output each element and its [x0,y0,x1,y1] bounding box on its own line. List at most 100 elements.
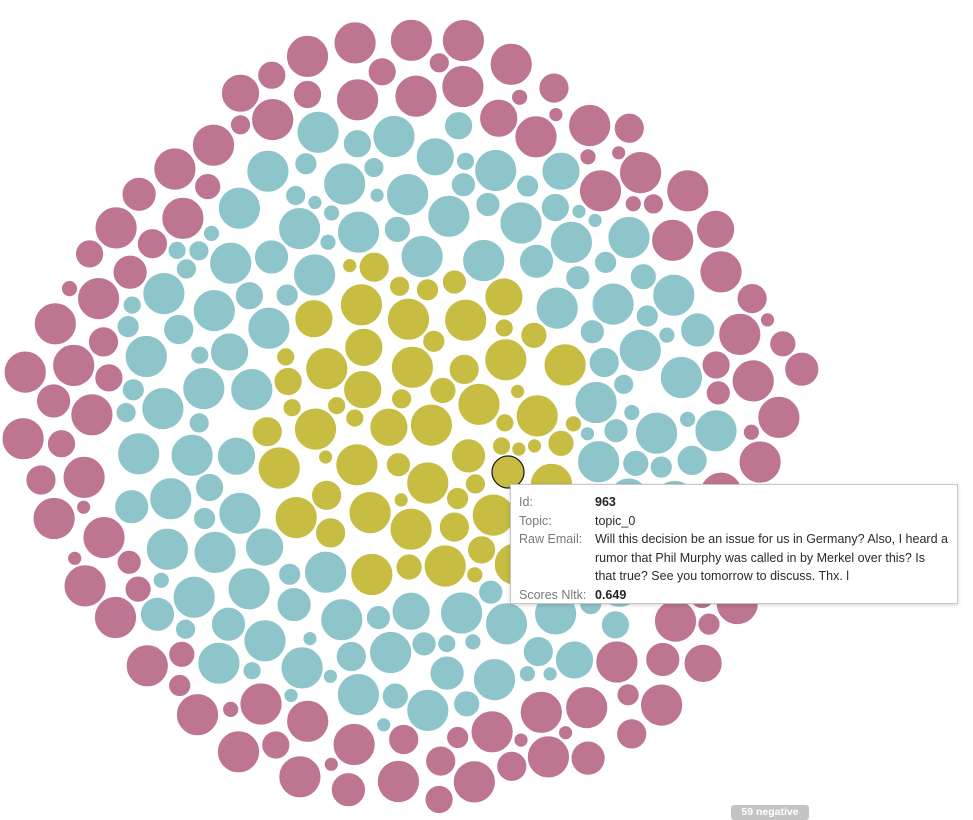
bubble-center-7[interactable] [389,507,433,551]
bubble-middle-102[interactable] [652,273,696,317]
bubble-outer-206[interactable] [94,363,124,393]
bubble-center-218[interactable] [547,429,575,457]
bubble-middle-324[interactable] [587,212,603,228]
bubble-center-149[interactable] [484,277,524,317]
bubble-outer-61[interactable] [70,393,114,437]
bubble-center-285[interactable] [565,415,582,433]
bubble-middle-127[interactable] [462,239,506,282]
bubble-outer-229[interactable] [705,380,731,406]
bubble-middle-315[interactable] [322,668,338,684]
bubble-middle-194[interactable] [601,610,630,640]
bubble-center-304[interactable] [318,449,334,465]
bubble-middle-95[interactable] [209,241,253,285]
bubble-middle-227[interactable] [365,605,391,630]
bubble-outer-138[interactable] [683,644,723,683]
bubble-outer-251[interactable] [697,612,721,636]
bubble-outer-291[interactable] [511,88,528,106]
bubble-middle-54[interactable] [304,550,348,594]
bubble-outer-259[interactable] [643,193,664,215]
bubble-middle-326[interactable] [283,688,299,703]
bubble-middle-256[interactable] [175,618,197,640]
bubble-center-181[interactable] [358,251,390,283]
bubble-outer-14[interactable] [332,723,376,766]
bubble-middle-148[interactable] [541,151,581,191]
bubble-center-94[interactable] [348,491,392,534]
bubble-outer-322[interactable] [558,725,573,741]
bubble-middle-32[interactable] [246,149,290,193]
bubble-middle-55[interactable] [218,491,262,535]
bubble-middle-252[interactable] [294,152,318,176]
bubble-middle-284[interactable] [323,204,341,222]
bubble-center-141[interactable] [344,327,384,367]
bubble-center-245[interactable] [422,329,446,353]
bubble-middle-130[interactable] [182,367,226,410]
bubble-outer-119[interactable] [278,755,322,799]
bubble-outer-0[interactable] [757,395,801,439]
bubble-middle-42[interactable] [124,335,168,378]
bubble-outer-153[interactable] [330,772,366,808]
bubble-middle-187[interactable] [335,641,367,672]
bubble-center-269[interactable] [345,408,365,428]
bubble-middle-160[interactable] [114,489,150,525]
bubble-outer-189[interactable] [496,750,528,782]
bubble-outer-88[interactable] [738,440,782,484]
bubble-middle-38[interactable] [694,409,738,453]
bubble-center-113[interactable] [423,544,467,588]
bubble-center-328[interactable] [511,441,527,457]
bubble-middle-125[interactable] [660,356,703,399]
bubble-middle-282[interactable] [167,240,187,260]
bubble-center-112[interactable] [484,338,528,382]
bubble-middle-267[interactable] [613,373,635,395]
bubble-outer-199[interactable] [47,429,76,459]
bubble-outer-198[interactable] [293,80,322,109]
bubble-outer-242[interactable] [616,683,640,707]
bubble-center-226[interactable] [441,269,467,295]
bubble-middle-108[interactable] [217,186,261,230]
bubble-outer-48[interactable] [176,693,219,737]
bubble-outer-26[interactable] [286,699,330,743]
sentiment-count-badge[interactable]: 59 negative [731,805,809,820]
bubble-middle-6[interactable] [323,162,367,206]
bubble-outer-121[interactable] [651,218,695,262]
bubble-middle-67[interactable] [172,575,216,619]
bubble-middle-305[interactable] [376,717,392,733]
bubble-outer-155[interactable] [570,740,606,776]
bubble-middle-150[interactable] [245,527,285,567]
bubble-center-299[interactable] [466,566,484,584]
bubble-middle-73[interactable] [474,149,518,192]
bubble-outer-139[interactable] [696,209,735,249]
bubble-outer-239[interactable] [446,726,470,749]
bubble-middle-120[interactable] [117,432,161,476]
bubble-middle-129[interactable] [372,115,416,158]
bubble-middle-128[interactable] [280,646,324,690]
bubble-center-185[interactable] [438,511,470,543]
bubble-center-2[interactable] [471,493,515,537]
bubble-center-283[interactable] [276,347,296,367]
bubble-middle-247[interactable] [594,250,617,274]
bubble-middle-122[interactable] [320,598,364,642]
bubble-outer-22[interactable] [579,169,622,213]
bubble-middle-298[interactable] [464,633,482,651]
bubble-middle-165[interactable] [276,587,312,622]
bubble-outer-201[interactable] [424,785,454,814]
bubble-outer-323[interactable] [67,550,83,566]
bubble-middle-76[interactable] [427,194,471,238]
bubble-center-274[interactable] [495,413,515,433]
bubble-center-233[interactable] [385,452,411,478]
bubble-middle-200[interactable] [444,111,474,141]
bubble-middle-33[interactable] [400,235,444,279]
bubble-center-184[interactable] [251,416,283,448]
bubble-center-310[interactable] [393,492,409,508]
bubble-outer-188[interactable] [136,228,168,260]
bubble-middle-78[interactable] [607,216,651,259]
bubble-outer-110[interactable] [125,644,169,688]
bubble-outer-92[interactable] [251,98,295,141]
bubble-outer-74[interactable] [489,42,533,86]
bubble-center-159[interactable] [451,438,486,474]
bubble-middle-192[interactable] [195,473,225,502]
bubble-outer-10[interactable] [666,169,710,213]
bubble-middle-260[interactable] [115,402,137,424]
bubble-middle-289[interactable] [152,571,170,589]
bubble-outer-236[interactable] [168,674,192,697]
bubble-middle-151[interactable] [210,332,250,372]
